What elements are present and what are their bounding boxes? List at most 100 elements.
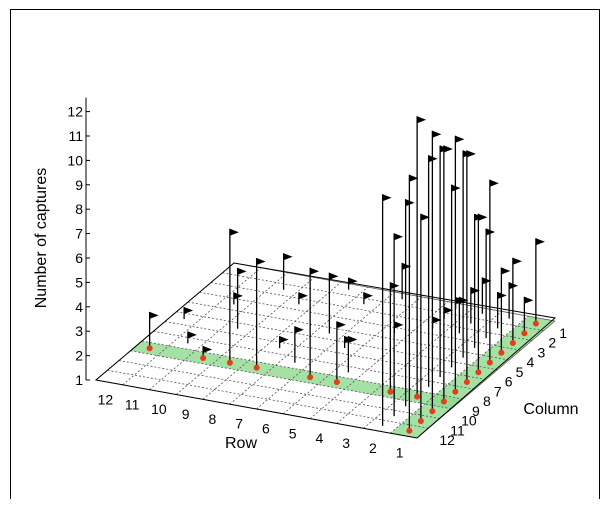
column-tick-label: 4 [527, 354, 535, 370]
row-tick-label: 6 [262, 420, 270, 436]
capture-point [333, 321, 346, 386]
capture-point [236, 267, 247, 329]
capture-point [233, 292, 243, 305]
flag-marker [451, 184, 461, 192]
row-tick-label: 12 [98, 391, 114, 407]
flag-marker [203, 346, 213, 353]
capture-point [475, 213, 488, 376]
column-tick-label: 8 [483, 393, 491, 409]
capture-point [481, 277, 492, 314]
flag-marker [348, 277, 358, 285]
flag-marker [310, 267, 320, 275]
flag-marker [256, 258, 266, 265]
row-axis-title: Row [225, 435, 257, 452]
flag-marker [432, 316, 442, 324]
flag-marker [466, 150, 476, 158]
capture-point [532, 238, 545, 327]
column-tick-label: 9 [472, 403, 480, 419]
flag-marker [524, 296, 534, 304]
row-tick-label: 1 [396, 445, 404, 461]
row-tick-label: 7 [235, 416, 243, 432]
red-base-marker [226, 359, 233, 366]
capture-point [307, 267, 320, 381]
row-tick-label: 9 [182, 406, 190, 422]
flag-marker [489, 179, 499, 187]
red-base-marker [532, 320, 539, 327]
flag-marker [486, 228, 496, 236]
flag-marker [233, 292, 243, 300]
red-base-marker [498, 349, 505, 356]
row-tick-label: 5 [289, 425, 297, 441]
capture-point [486, 179, 499, 366]
capture-point [496, 291, 507, 329]
red-base-marker [429, 408, 436, 415]
column-tick-label: 2 [548, 335, 556, 351]
row-tick-label: 2 [369, 440, 377, 456]
capture-point [521, 296, 534, 337]
capture-point [393, 233, 404, 417]
flag-marker [237, 267, 247, 275]
z-tick-label: 6 [75, 250, 83, 266]
z-tick-label: 7 [75, 226, 83, 242]
capture-point [498, 267, 511, 356]
flag-marker [470, 287, 480, 295]
row-tick-label: 10 [151, 401, 167, 417]
capture-point [401, 262, 412, 300]
flag-marker [363, 292, 373, 300]
z-tick-label: 3 [75, 323, 83, 339]
capture-point [404, 199, 415, 407]
capture-point [463, 150, 476, 385]
row-tick-label: 3 [342, 435, 350, 451]
flag-marker [405, 199, 415, 207]
row-tick-label: 11 [125, 396, 140, 412]
flag-marker [279, 336, 289, 344]
flag-marker [459, 296, 469, 304]
capture-point [294, 326, 304, 363]
flag-marker [535, 238, 545, 246]
capture-point [328, 272, 339, 334]
capture-point [146, 311, 159, 352]
flag-marker [329, 272, 339, 280]
flag-marker [428, 155, 438, 163]
flag-marker [478, 213, 488, 221]
flag-marker [283, 253, 293, 261]
capture-point [429, 130, 442, 415]
flag-marker [184, 307, 194, 314]
capture-point [440, 145, 453, 405]
z-tick-label: 9 [75, 177, 83, 193]
flag-marker [382, 194, 392, 202]
red-base-marker [200, 354, 207, 361]
z-tick-label: 12 [67, 104, 83, 120]
capture-point [298, 292, 308, 305]
flag-marker [390, 282, 400, 290]
flag-marker [394, 321, 404, 329]
capture-point [347, 277, 358, 290]
capture-point [508, 282, 519, 319]
red-base-marker [146, 345, 153, 352]
red-base-marker [440, 398, 447, 405]
column-tick-label: 11 [450, 422, 465, 438]
capture-point [452, 135, 465, 395]
flag-marker [394, 233, 404, 241]
flag-marker [348, 336, 358, 343]
flag-marker [444, 306, 454, 314]
floor-border [94, 262, 557, 439]
red-base-marker [486, 359, 493, 366]
red-base-marker [406, 427, 413, 434]
capture-point [253, 258, 266, 371]
flag-marker [420, 213, 430, 221]
flag-marker [417, 116, 427, 124]
capture-point [406, 174, 419, 434]
flag-marker [443, 145, 453, 153]
capture-point [417, 213, 430, 424]
flag-marker [149, 311, 159, 319]
red-base-marker [475, 369, 482, 376]
flag-marker [509, 282, 519, 290]
z-tick-label: 11 [68, 128, 83, 144]
column-tick-label: 3 [537, 344, 545, 360]
flag-marker [298, 292, 308, 300]
flag-marker [336, 321, 346, 329]
capture-point [200, 345, 213, 361]
